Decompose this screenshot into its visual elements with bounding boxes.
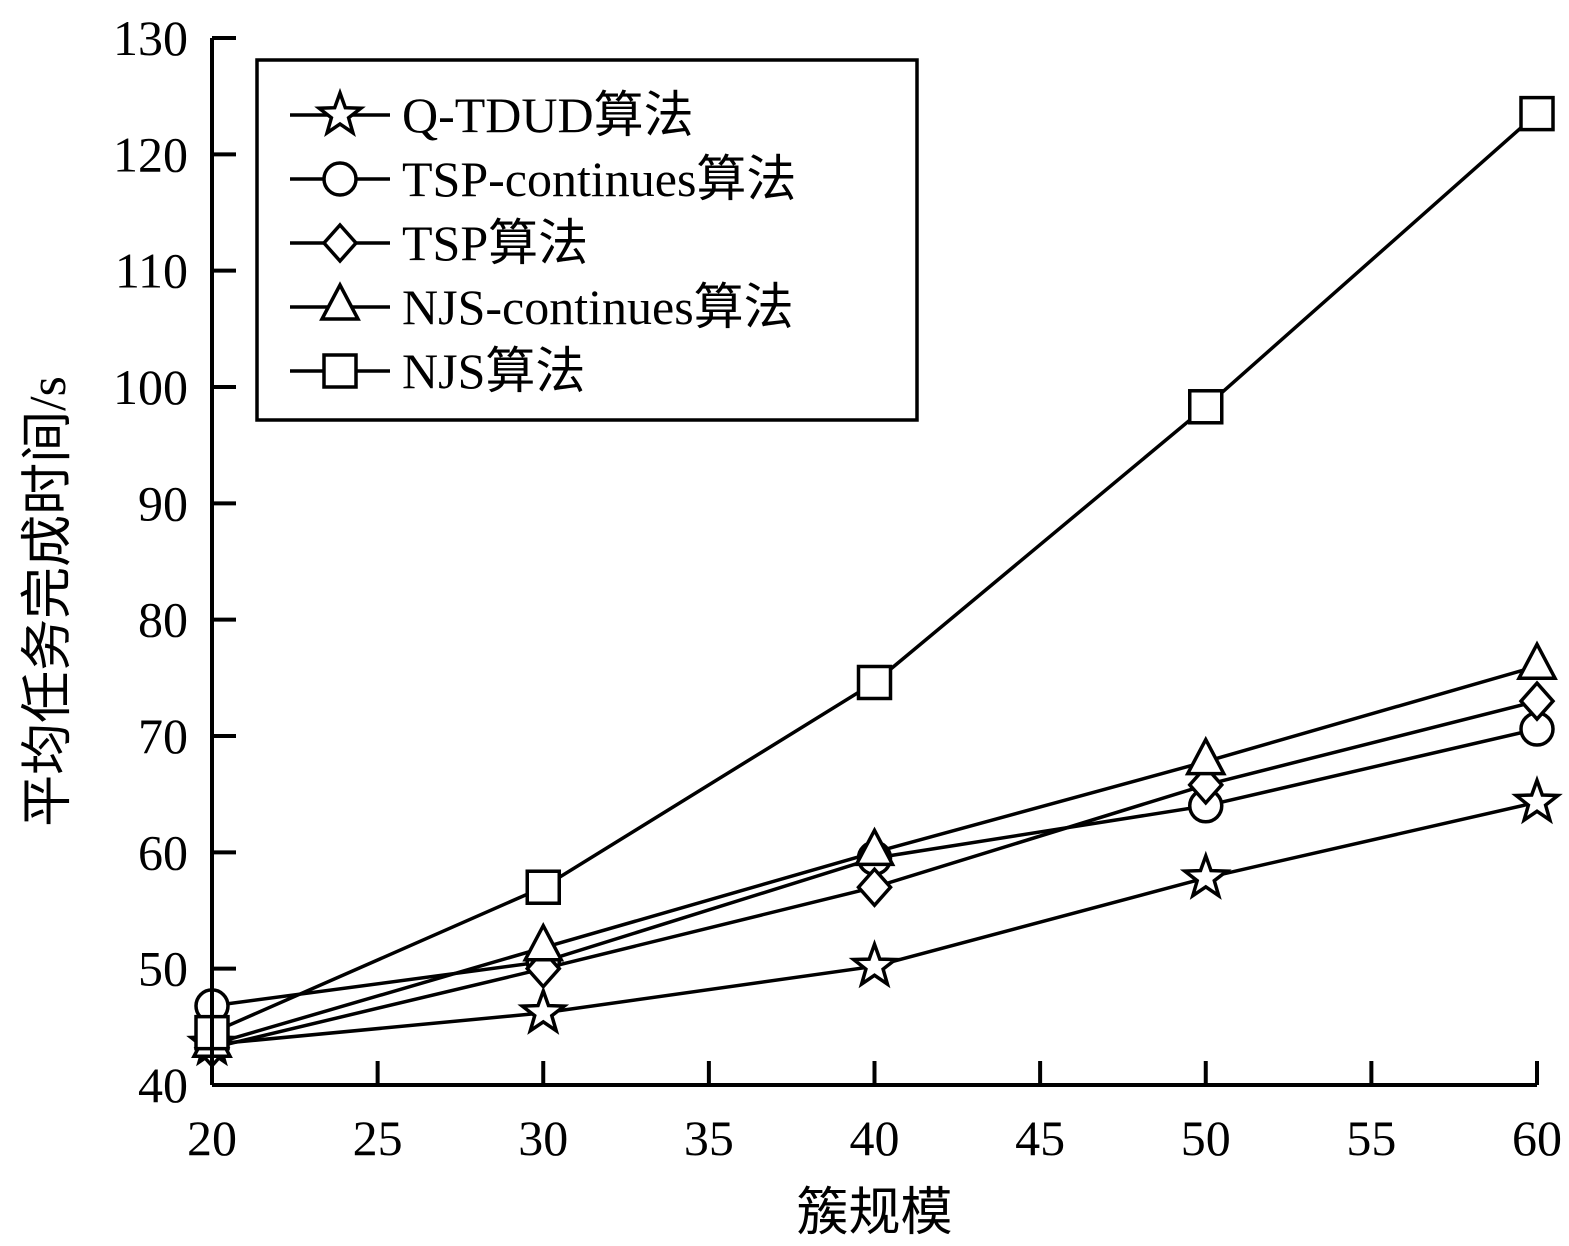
- data-point-square: [525, 869, 561, 905]
- data-point-triangle: [853, 826, 896, 867]
- legend-label: TSP-continues算法: [402, 151, 796, 207]
- legend-marker-square: [322, 353, 358, 389]
- data-point-square: [1188, 389, 1224, 425]
- x-tick-label: 60: [1512, 1110, 1562, 1166]
- x-tick-label: 35: [684, 1110, 734, 1166]
- data-point-triangle: [1516, 640, 1558, 680]
- legend-label: TSP算法: [402, 215, 588, 271]
- tick-labels: 40 50 60 70 80 90 100 110 120 130 20 25 30 35 40 45 50 55…: [113, 10, 1562, 1166]
- x-tick-label: 40: [850, 1110, 900, 1166]
- y-tick-label: 40: [138, 1057, 188, 1113]
- tick-marks: [210, 36, 1539, 1087]
- x-tick-label: 55: [1346, 1110, 1396, 1166]
- legend-label: Q-TDUD算法: [402, 87, 694, 143]
- legend-box: [255, 58, 919, 422]
- y-axis-title: 平均任务完成时间/s: [20, 376, 77, 827]
- y-tick-label: 130: [113, 10, 188, 66]
- data-point-triangle: [522, 921, 565, 962]
- x-tick-label: 20: [187, 1110, 237, 1166]
- legend-label: NJS算法: [402, 343, 585, 399]
- y-tick-label: 60: [138, 824, 188, 880]
- x-tick-label: 45: [1015, 1110, 1065, 1166]
- data-point-triangle: [1184, 735, 1227, 776]
- legend-marker-triangle: [319, 281, 361, 321]
- data-point-star: [848, 939, 901, 989]
- data-point-diamond: [1518, 680, 1556, 722]
- data-point-star: [517, 985, 570, 1035]
- y-tick-label: 80: [138, 592, 188, 648]
- x-tick-label: 30: [518, 1110, 568, 1166]
- data-point-star: [1179, 850, 1232, 900]
- y-tick-label: 100: [113, 359, 188, 415]
- legend-marker-circle: [322, 161, 358, 197]
- y-tick-label: 70: [138, 708, 188, 764]
- x-axis-title: 簇规模: [796, 1185, 952, 1242]
- legend-marker-diamond: [321, 222, 359, 264]
- y-tick-label: 110: [115, 243, 188, 299]
- data-point-diamond: [1187, 764, 1225, 806]
- y-tick-label: 90: [138, 475, 188, 531]
- data-point-square: [856, 664, 893, 701]
- legend-label: NJS-continues算法: [402, 279, 794, 335]
- x-tick-label: 25: [353, 1110, 403, 1166]
- y-tick-label: 50: [138, 941, 188, 997]
- legend: Q-TDUD算法 TSP-continues算法 TSP算法 NJS-continue…: [255, 58, 919, 422]
- data-point-square: [1519, 95, 1555, 132]
- legend-marker-star: [314, 87, 366, 137]
- data-point-diamond: [856, 866, 893, 908]
- y-tick-label: 120: [113, 126, 188, 182]
- data-point-star: [1511, 775, 1563, 825]
- x-tick-label: 50: [1181, 1110, 1231, 1166]
